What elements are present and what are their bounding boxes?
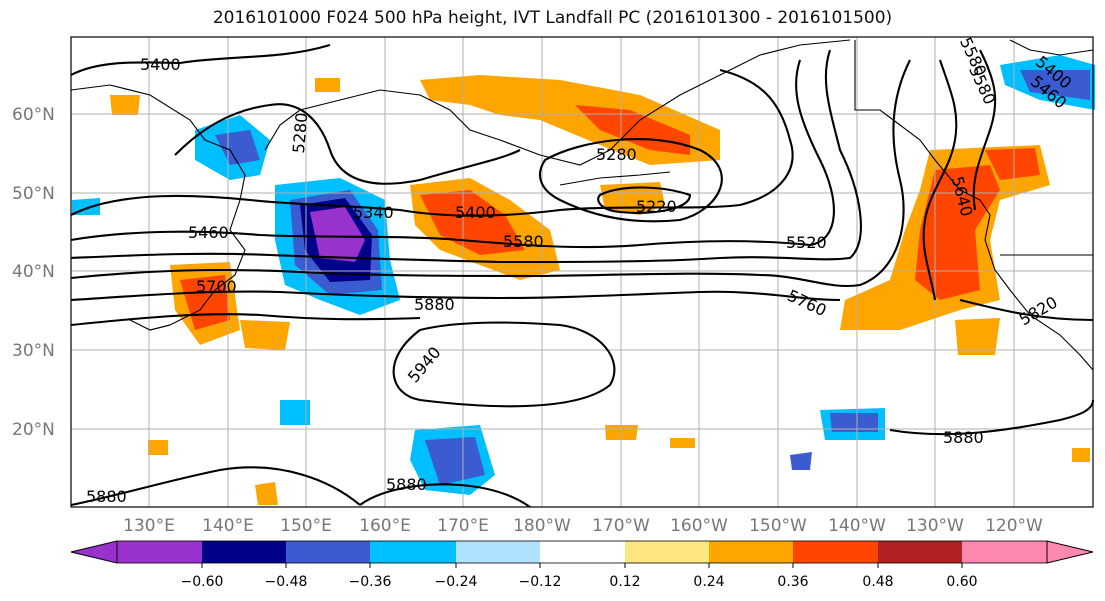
latitude-labels: 60°N 50°N 40°N 30°N 20°N: [12, 105, 55, 440]
contour-label: 5820: [1016, 293, 1061, 330]
colorbar-segment: [286, 541, 370, 563]
lon-label: 180°W: [513, 516, 571, 536]
lon-label: 150°W: [749, 516, 807, 536]
lon-label: 130°W: [906, 516, 964, 536]
colorbar-tick-label: −0.60: [181, 574, 224, 590]
contour-label: 5880: [414, 295, 455, 314]
colorbar-tick-label: −0.48: [265, 574, 308, 590]
contour-label: 5460: [188, 223, 229, 242]
height-contours: [70, 43, 1095, 508]
contour-label: 5280: [289, 112, 311, 154]
colorbar-extend-min: [70, 540, 118, 564]
colorbar-tick-label: −0.24: [435, 574, 478, 590]
contour-label: 5400: [140, 55, 181, 74]
lat-label: 30°N: [12, 341, 55, 361]
lat-label: 40°N: [12, 262, 55, 282]
colorbar-segment: [117, 541, 202, 563]
colorbar-tick-label: −0.36: [349, 574, 392, 590]
contour-label: 5580: [956, 34, 990, 79]
colorbar-tick-label: 0.36: [777, 574, 808, 590]
colorbar-segment: [625, 541, 709, 563]
lon-label: 140°W: [828, 516, 886, 536]
lat-label: 50°N: [12, 184, 55, 204]
contour-label: 5340: [353, 203, 394, 222]
lon-label: 160°E: [359, 516, 411, 536]
colorbar-tick-label: 0.24: [693, 574, 724, 590]
lat-label: 60°N: [12, 105, 55, 125]
colorbar-segment: [878, 541, 962, 563]
colorbar-extend-max: [1046, 540, 1094, 564]
contour-label: 5580: [503, 232, 544, 251]
colorbar-tick-label: 0.48: [862, 574, 893, 590]
lon-label: 160°W: [670, 516, 728, 536]
map-frame: [70, 36, 1094, 508]
contour-label: 5880: [943, 428, 984, 447]
lat-label: 20°N: [12, 420, 55, 440]
colorbar-segment: [962, 541, 1047, 563]
contour-label: 5760: [784, 286, 829, 320]
contour-label: 5880: [386, 475, 427, 494]
lon-label: 130°E: [123, 516, 175, 536]
lon-label: 170°W: [592, 516, 650, 536]
contour-label: 5700: [196, 277, 237, 296]
lon-label: 150°E: [280, 516, 332, 536]
contour-label: 5940: [404, 343, 445, 386]
colorbar-tick-label: 0.60: [946, 574, 977, 590]
colorbar-segment: [540, 541, 625, 563]
contour-label: 5400: [455, 203, 496, 222]
longitude-labels: 130°E 140°E 150°E 160°E 170°E 180°W 170°…: [123, 516, 1043, 536]
colorbar-segment: [456, 541, 540, 563]
figure-title: 2016101000 F024 500 hPa height, IVT Land…: [212, 8, 893, 28]
contour-label: 5220: [636, 197, 677, 216]
colorbar-tick-label: −0.12: [519, 574, 562, 590]
lon-label: 170°E: [437, 516, 489, 536]
colorbar-segment: [709, 541, 793, 563]
colorbar-segment: [370, 541, 456, 563]
colorbar-tick-label: 0.12: [609, 574, 640, 590]
colorbar-segment: [202, 541, 286, 563]
colorbar-segment: [793, 541, 878, 563]
colorbar: −0.60 −0.48 −0.36 −0.24 −0.12 0.12 0.24 0.36 0.4…: [70, 540, 1094, 590]
contour-label: 5520: [786, 233, 827, 252]
lon-label: 140°E: [202, 516, 254, 536]
contour-label: 5880: [86, 487, 127, 506]
contour-label: 5280: [596, 145, 637, 164]
lon-label: 120°W: [985, 516, 1043, 536]
